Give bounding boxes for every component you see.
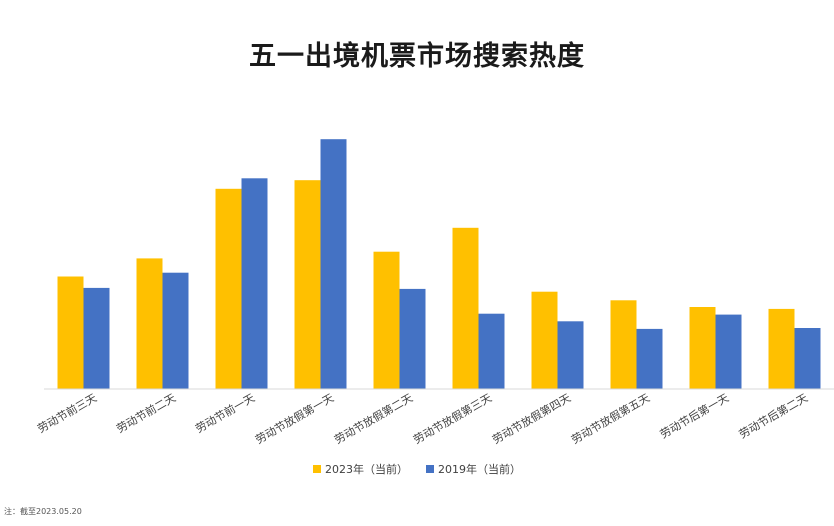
x-tick-label: 劳动节后第一天 — [657, 390, 731, 441]
x-tick-labels: 劳动节前三天 劳动节前二天 劳动节前一天劳动节放假第一天劳动节放假第二天劳动节放假第… — [35, 390, 810, 446]
x-tick-label: 劳动节放假第四天 — [490, 390, 573, 446]
x-tick-label: 劳动节前二天 — [114, 390, 178, 435]
x-tick-label: 劳动节放假第一天 — [253, 390, 336, 446]
bar-2023-4 — [373, 251, 400, 389]
bar-2019-1 — [162, 272, 189, 389]
bar-2023-0 — [57, 276, 84, 389]
legend-swatch-2023 — [313, 465, 321, 473]
bar-2023-7 — [610, 300, 637, 389]
bar-2023-6 — [531, 291, 558, 389]
bar-2023-8 — [689, 307, 716, 389]
chart-title: 五一出境机票市场搜索热度 — [249, 41, 585, 72]
x-tick-label: 劳动节放假第五天 — [569, 390, 652, 446]
legend-item-2019[interactable]: 2019年（当前） — [426, 461, 521, 477]
bar-2023-5 — [452, 227, 479, 389]
bar-2019-6 — [557, 321, 584, 389]
x-tick-label: 劳动节前一天 — [193, 390, 257, 435]
bar-2023-2 — [215, 188, 242, 390]
legend: 2023年（当前） 2019年（当前） — [0, 461, 834, 477]
bar-2023-1 — [136, 258, 163, 389]
bar-2019-4 — [399, 288, 426, 389]
bars-group — [57, 139, 821, 390]
x-tick-label: 劳动节放假第三天 — [411, 390, 494, 446]
legend-item-2023[interactable]: 2023年（当前） — [313, 461, 408, 477]
bar-2019-0 — [83, 287, 110, 389]
bar-2019-2 — [241, 178, 268, 389]
bar-2019-5 — [478, 313, 505, 389]
x-tick-label: 劳动节后第二天 — [736, 390, 810, 441]
x-tick-label: 劳动节放假第二天 — [332, 390, 415, 446]
bar-2019-3 — [320, 139, 347, 389]
legend-swatch-2019 — [426, 465, 434, 473]
bar-2019-9 — [794, 328, 821, 389]
bar-2023-9 — [768, 308, 795, 389]
footnote: 注：截至2023.05.20 — [4, 507, 82, 516]
x-tick-label: 劳动节前三天 — [35, 390, 99, 435]
bar-2019-7 — [636, 328, 663, 389]
bar-2023-3 — [294, 180, 321, 389]
bar-2019-8 — [715, 314, 742, 389]
legend-label-2019: 2019年（当前） — [438, 463, 521, 476]
legend-label-2023: 2023年（当前） — [325, 463, 408, 476]
